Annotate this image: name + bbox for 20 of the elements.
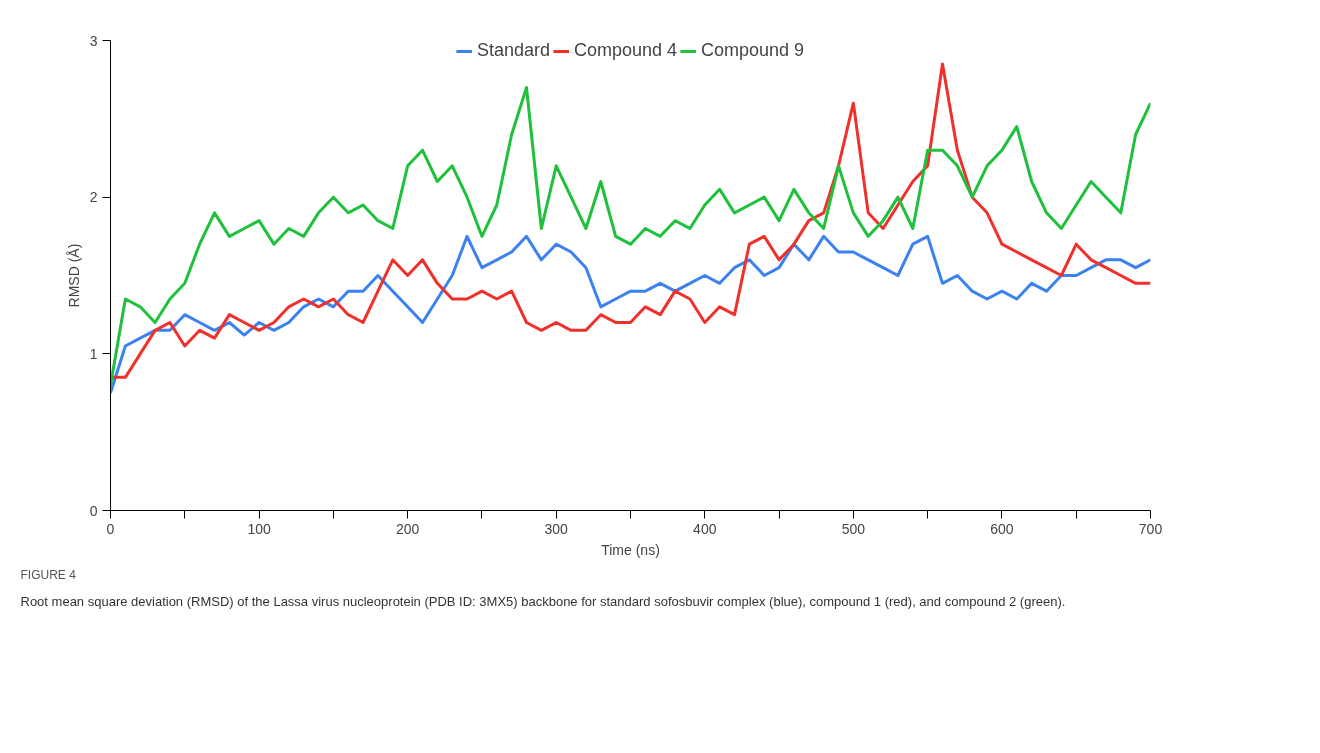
x-tick-label: 300 bbox=[544, 520, 569, 537]
y-axis-title: RMSD (Å) bbox=[65, 243, 82, 308]
legend-label: Compound 9 bbox=[701, 40, 805, 61]
text: Root mean square deviation (RMSD) of the Lassa virus nucleoprotein (PDB ID: 3MX5) backbone for standard sofosbuvir complex (blue), compound 1 (red), and compound 2 (green). bbox=[20, 593, 1066, 609]
line-series bbox=[110, 234, 1151, 395]
x-tick-label: 500 bbox=[841, 520, 866, 537]
x-axis-title: Time (ns) bbox=[601, 541, 660, 558]
legend-label: Standard bbox=[476, 40, 550, 61]
legend-label: Compound 4 bbox=[573, 40, 678, 61]
x-tick-label: 200 bbox=[395, 520, 420, 537]
y-tick-label: 0 bbox=[89, 502, 98, 519]
x-tick-label: 100 bbox=[247, 520, 271, 537]
y-tick-label: 3 bbox=[89, 32, 98, 49]
caption: FIGURE 4 bbox=[20, 567, 77, 582]
x-tick-label: 400 bbox=[693, 520, 717, 537]
x-tick-label: 600 bbox=[990, 520, 1014, 537]
x-tick-label: 700 bbox=[1138, 520, 1163, 537]
y-tick-label: 2 bbox=[89, 189, 98, 206]
x-tick-label: 0 bbox=[106, 520, 115, 537]
y-tick-label: 1 bbox=[89, 345, 98, 362]
